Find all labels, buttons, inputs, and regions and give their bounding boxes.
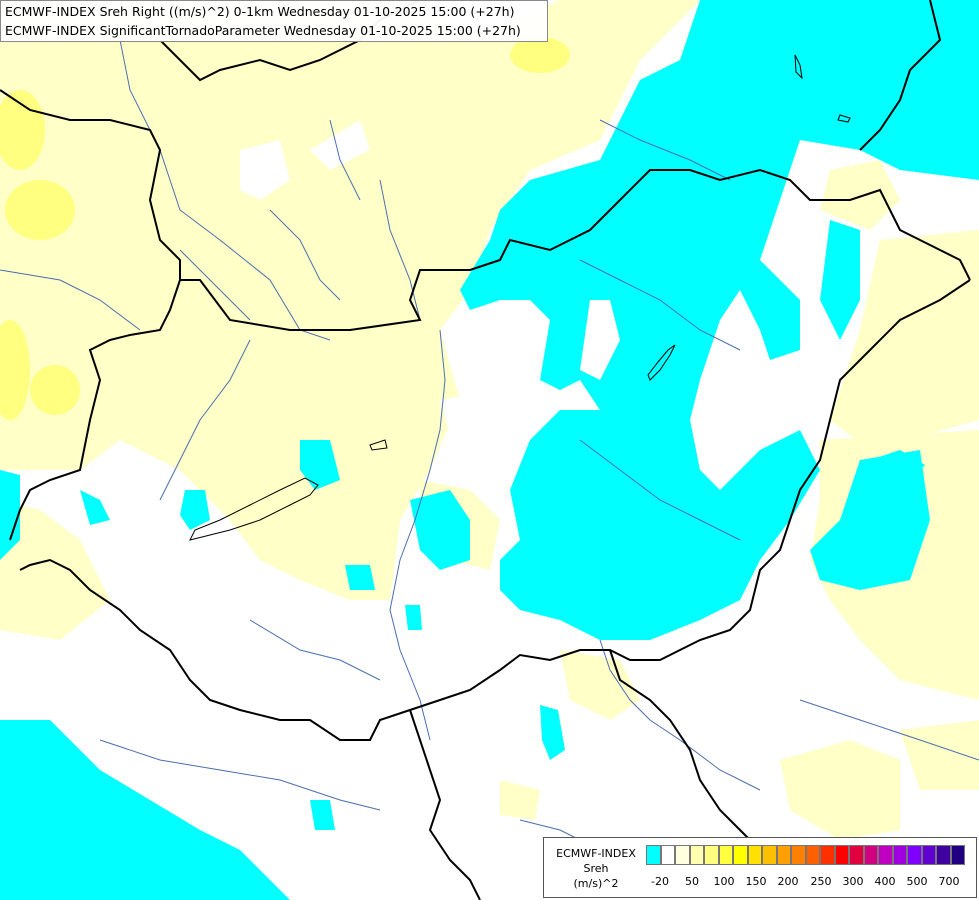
legend-swatch	[776, 845, 791, 865]
legend-param: Sreh	[583, 862, 609, 875]
legend-swatch	[936, 845, 951, 865]
legend-tick-label: 200	[777, 875, 799, 888]
legend-swatch	[704, 845, 719, 865]
legend-swatch	[820, 845, 835, 865]
sreh-pale-yellow-areas	[0, 0, 979, 840]
legend-swatch	[878, 845, 893, 865]
legend-tick-label: 700	[938, 875, 960, 888]
legend-swatch	[849, 845, 864, 865]
legend-tick-label: 50	[685, 875, 699, 888]
legend-title: ECMWF-INDEX Sreh (m/s)^2	[548, 846, 644, 891]
legend-swatch	[921, 845, 936, 865]
legend-tick-label: -20	[651, 875, 669, 888]
legend-tick-label: 150	[745, 875, 767, 888]
legend-tick-label: 100	[713, 875, 735, 888]
sreh-yellow-areas	[0, 37, 570, 420]
legend-swatch	[660, 845, 675, 865]
legend-swatch	[718, 845, 733, 865]
legend-color-scale: -20 50 100 150 200 250 300 400 500 700	[646, 845, 966, 895]
legend-unit: (m/s)^2	[573, 877, 619, 890]
legend-tick-label: 300	[842, 875, 864, 888]
legend-source: ECMWF-INDEX	[556, 847, 636, 860]
legend-swatch	[950, 845, 965, 865]
legend-swatch	[747, 845, 762, 865]
legend-tick-label: 500	[906, 875, 928, 888]
map-title-box: ECMWF-INDEX Sreh Right ((m/s)^2) 0-1km W…	[0, 0, 548, 42]
sreh-low-areas	[150, 120, 510, 580]
legend-swatch	[834, 845, 849, 865]
legend-swatch	[907, 845, 922, 865]
title-stp: ECMWF-INDEX SignificantTornadoParameter …	[5, 23, 521, 38]
legend-swatch	[733, 845, 748, 865]
color-legend: ECMWF-INDEX Sreh (m/s)^2 -20 50 100 150 200 2…	[543, 837, 977, 898]
legend-swatch	[646, 845, 661, 865]
legend-swatch	[892, 845, 907, 865]
legend-swatch	[762, 845, 777, 865]
rivers	[0, 39, 979, 871]
legend-swatch	[689, 845, 704, 865]
legend-swatch	[791, 845, 806, 865]
legend-swatch	[863, 845, 878, 865]
legend-tick-label: 400	[874, 875, 896, 888]
lakes	[189, 54, 851, 541]
title-sreh: ECMWF-INDEX Sreh Right ((m/s)^2) 0-1km W…	[5, 4, 515, 19]
legend-tick-label: 250	[810, 875, 832, 888]
legend-swatch	[675, 845, 690, 865]
legend-swatch	[805, 845, 820, 865]
